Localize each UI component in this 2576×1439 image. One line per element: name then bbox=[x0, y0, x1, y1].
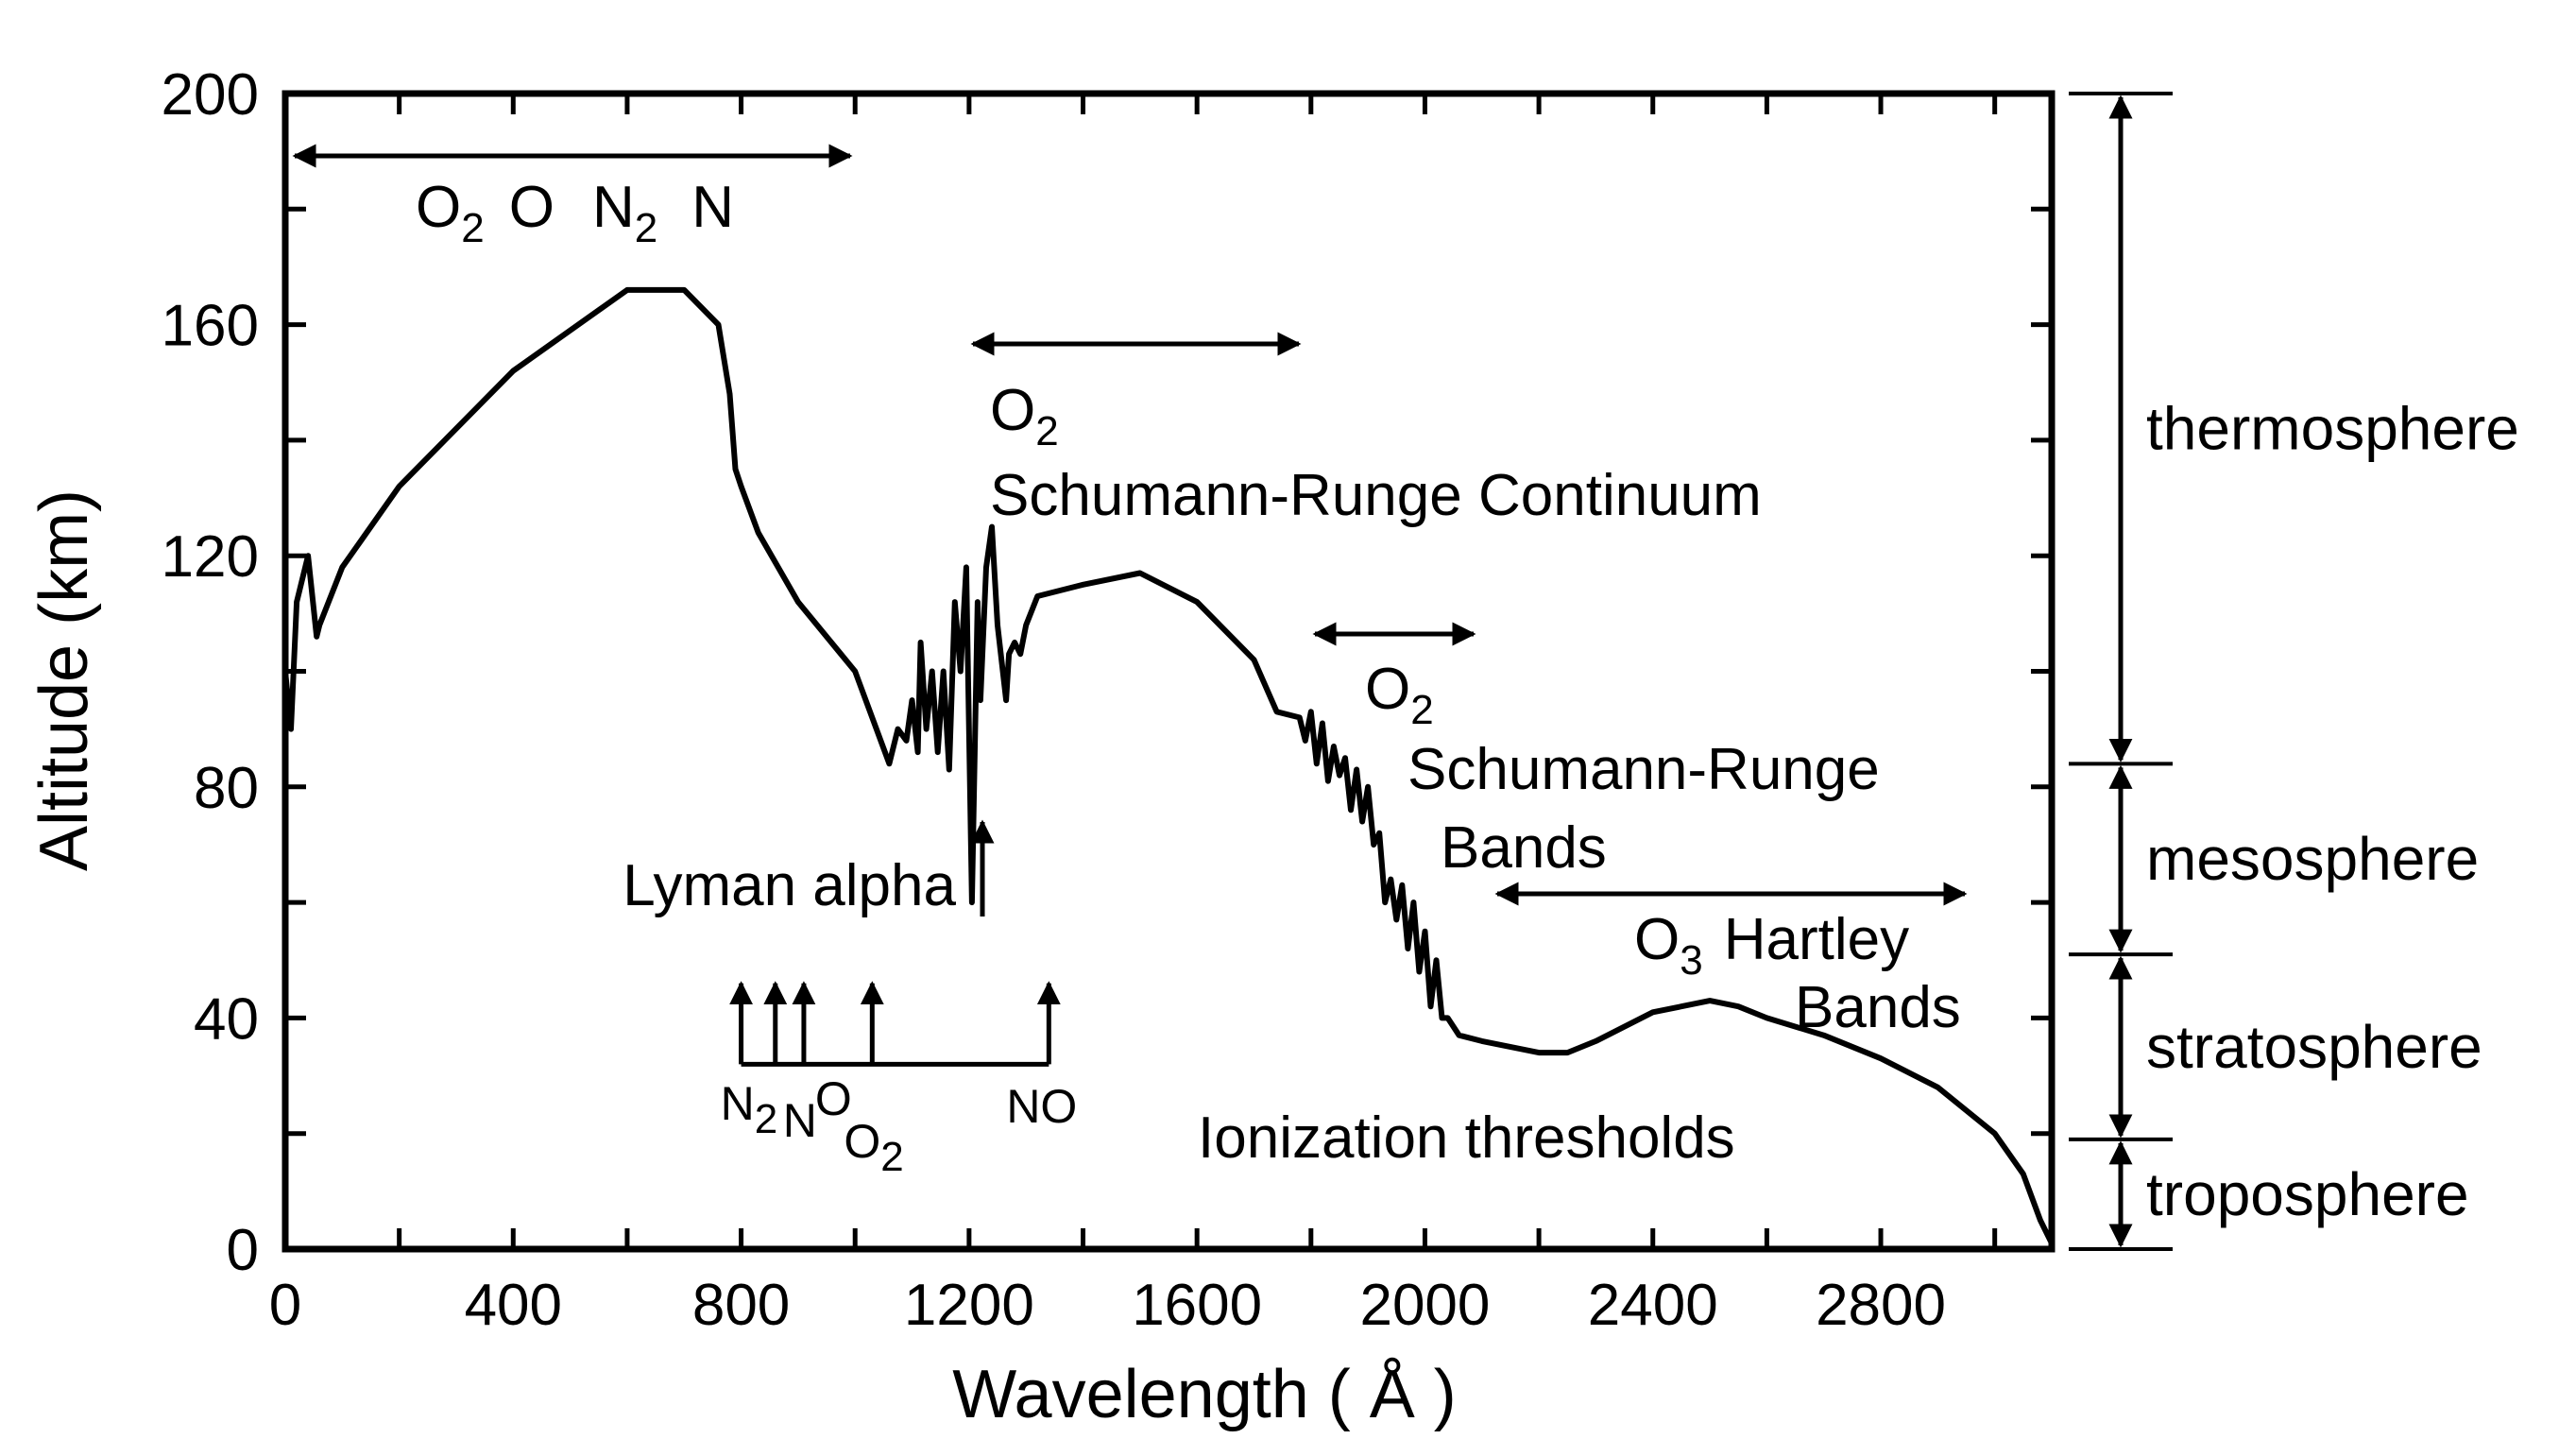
tick-marks bbox=[282, 91, 2052, 1252]
x-tick-label: 400 bbox=[465, 1273, 562, 1338]
x-tick-label: 1600 bbox=[1132, 1273, 1262, 1338]
layer-label-stratosphere: stratosphere bbox=[2146, 1013, 2482, 1081]
sr-bands-species: O2 bbox=[1365, 657, 1434, 733]
species-label: O2 O N2 N bbox=[416, 175, 734, 251]
y-tick-label: 160 bbox=[162, 294, 259, 359]
threshold-label: N bbox=[783, 1094, 817, 1147]
threshold-label: NO bbox=[1006, 1080, 1077, 1133]
threshold-label: O2 bbox=[844, 1115, 903, 1180]
sr-bands-label-2: Bands bbox=[1441, 815, 1607, 881]
layer-label-troposphere: troposphere bbox=[2146, 1160, 2469, 1228]
y-tick-label: 40 bbox=[194, 986, 259, 1052]
sr-bands-label: Schumann-Runge bbox=[1407, 737, 1880, 802]
y-tick-labels: 0 40 80 120 160 200 bbox=[162, 62, 259, 1283]
layer-label-thermosphere: thermosphere bbox=[2146, 395, 2519, 463]
sr-continuum-label: Schumann-Runge Continuum bbox=[990, 463, 1762, 528]
hartley-label: O3 Hartley bbox=[1634, 907, 1909, 984]
threshold-label: N2 bbox=[721, 1077, 778, 1142]
y-tick-label: 200 bbox=[162, 62, 259, 128]
altitude-curve bbox=[282, 286, 2055, 1246]
lyman-label: Lyman alpha bbox=[623, 853, 956, 918]
x-tick-labels: 0 400 800 1200 1600 2000 2400 2800 bbox=[269, 1273, 1946, 1338]
axes bbox=[281, 90, 2056, 1253]
sr-continuum-species: O2 bbox=[990, 378, 1059, 454]
atmosphere-layers: thermosphere mesosphere stratosphere tropos… bbox=[2069, 92, 2519, 1251]
y-axis-title: Altitude (km) bbox=[26, 489, 102, 871]
x-tick-label: 0 bbox=[269, 1273, 301, 1338]
x-tick-label: 2400 bbox=[1588, 1273, 1718, 1338]
plot-frame bbox=[281, 90, 2056, 1253]
hartley-label-2: Bands bbox=[1795, 975, 1961, 1040]
threshold-label: O bbox=[815, 1072, 852, 1125]
x-tick-label: 800 bbox=[692, 1273, 790, 1338]
layer-label-mesosphere: mesosphere bbox=[2146, 825, 2479, 893]
x-tick-label: 2800 bbox=[1816, 1273, 1946, 1338]
x-axis-title: Wavelength ( Å ) bbox=[952, 1357, 1457, 1432]
y-tick-label: 120 bbox=[162, 524, 259, 590]
y-tick-label: 0 bbox=[227, 1218, 259, 1283]
ionization-label: Ionization thresholds bbox=[1198, 1105, 1735, 1171]
x-tick-label: 1200 bbox=[904, 1273, 1034, 1338]
x-tick-label: 2000 bbox=[1359, 1273, 1490, 1338]
y-tick-label: 80 bbox=[194, 756, 259, 821]
